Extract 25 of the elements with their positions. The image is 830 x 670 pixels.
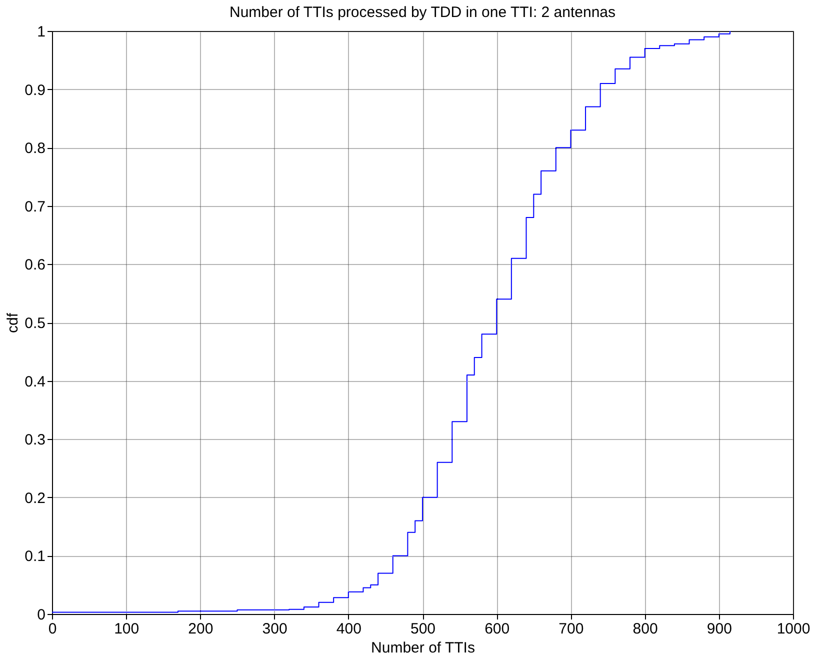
y-tick-label: 0.4 (24, 373, 46, 390)
x-axis-title: Number of TTIs (371, 640, 475, 656)
y-tick-label: 0.9 (24, 82, 46, 99)
y-axis-title: cdf (4, 312, 22, 334)
y-tick-label: 0 (37, 606, 46, 624)
y-tick-label: 1 (37, 24, 46, 40)
x-tick-label: 800 (632, 620, 658, 638)
x-tick-label: 1000 (776, 620, 810, 638)
x-tick-label: 700 (558, 620, 584, 638)
y-tick-label: 0.8 (24, 140, 46, 158)
y-tick-label: 0.6 (24, 256, 46, 274)
x-tick-label: 100 (114, 620, 140, 638)
x-tick-label: 600 (484, 620, 510, 638)
y-tick-label: 0.2 (24, 490, 46, 507)
x-tick-label: 500 (410, 620, 436, 638)
y-tick-label: 0.7 (24, 198, 46, 216)
x-tick-label: 0 (48, 620, 57, 638)
y-tick-label: 0.5 (24, 315, 46, 332)
x-tick-label: 200 (188, 620, 214, 638)
x-tick-label: 900 (706, 620, 732, 638)
chart-title: Number of TTIs processed by TDD in one TTI: 2 antennas (229, 4, 616, 21)
x-tick-label: 300 (262, 620, 288, 638)
y-tick-label: 0.1 (24, 548, 46, 566)
y-tick-label: 0.3 (24, 432, 46, 449)
x-tick-label: 400 (336, 620, 362, 638)
